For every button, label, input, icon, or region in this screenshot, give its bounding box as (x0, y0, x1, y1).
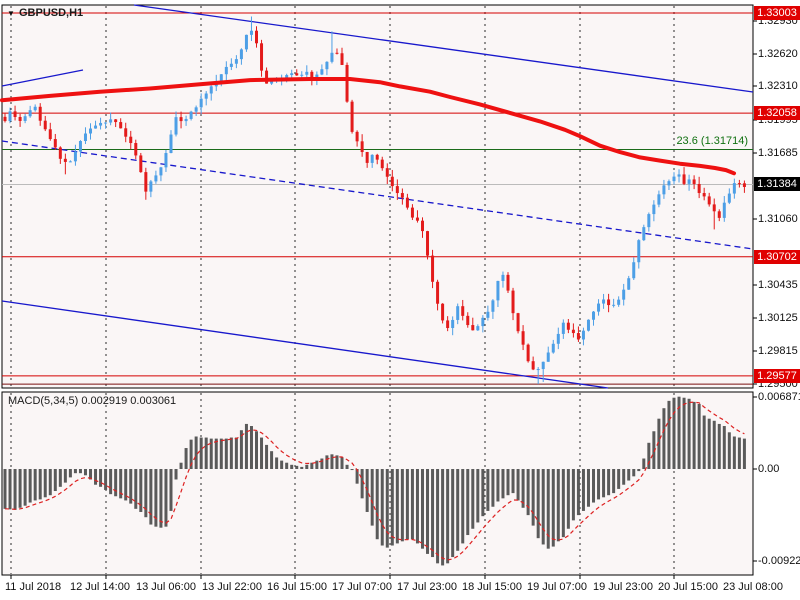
time-tick-label: 18 Jul 15:00 (462, 581, 522, 593)
time-tick-label: 19 Jul 07:00 (527, 581, 587, 593)
time-tick-label: 16 Jul 15:00 (267, 581, 327, 593)
time-tick-label: 20 Jul 15:00 (658, 581, 718, 593)
macd-indicator-label: MACD(5,34,5) 0.002919 0.003061 (8, 395, 177, 407)
current-bid-badge: 1.31384 (754, 177, 800, 191)
macd-indicator-panel[interactable] (2, 392, 753, 575)
time-tick-label: 23 Jul 08:00 (723, 581, 783, 593)
time-tick-label: 13 Jul 06:00 (136, 581, 196, 593)
price-tick-label: 1.29815 (758, 345, 798, 357)
symbol-dropdown-icon[interactable]: ▼ (7, 9, 15, 18)
price-tick-label: 1.30125 (758, 312, 798, 324)
price-tick-label: 1.32620 (758, 48, 798, 60)
macd-tick-label: 0.006871 (758, 391, 800, 403)
price-tick-label: 1.31685 (758, 147, 798, 159)
fibonacci-level-label: 23.6 (1.31714) (676, 135, 748, 147)
price-tick-label: 1.31060 (758, 213, 798, 225)
price-chart-panel[interactable] (2, 5, 753, 388)
price-tick-label: 1.32310 (758, 80, 798, 92)
time-tick-label: 17 Jul 07:00 (332, 581, 392, 593)
price-level-badge: 1.33003 (754, 6, 800, 20)
time-tick-label: 12 Jul 14:00 (70, 581, 130, 593)
symbol-timeframe-label: GBPUSD,H1 (19, 7, 84, 19)
time-tick-label: 19 Jul 23:00 (593, 581, 653, 593)
time-tick-label: 13 Jul 22:00 (202, 581, 262, 593)
macd-tick-label: 0.00 (758, 463, 780, 475)
price-level-badge: 1.29577 (754, 369, 800, 383)
price-level-badge: 1.30702 (754, 250, 800, 264)
macd-tick-label: -0.009224 (758, 555, 800, 567)
time-tick-label: 17 Jul 23:00 (397, 581, 457, 593)
price-level-badge: 1.32058 (754, 106, 800, 120)
price-tick-label: 1.30435 (758, 279, 798, 291)
time-tick-label: 11 Jul 2018 (5, 581, 62, 593)
